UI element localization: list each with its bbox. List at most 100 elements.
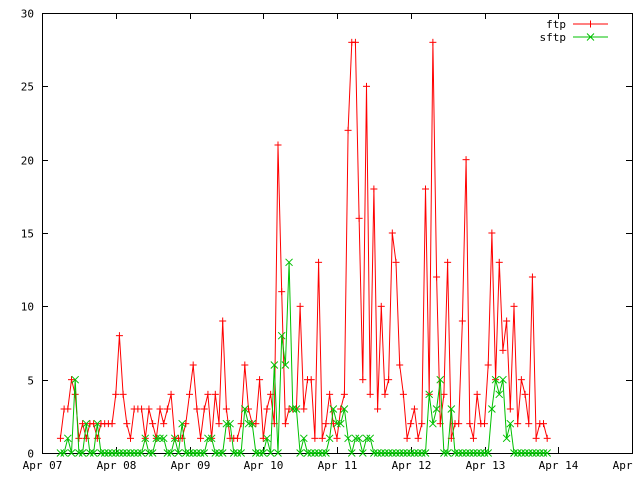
y-tick-label: 20	[21, 155, 34, 168]
data-point	[263, 434, 271, 443]
data-point	[488, 405, 496, 413]
data-point	[333, 419, 341, 428]
data-point	[78, 449, 87, 457]
data-point	[178, 419, 186, 428]
data-point	[311, 449, 319, 457]
data-point	[381, 449, 389, 457]
y-tick-label: 25	[21, 81, 34, 94]
data-point	[495, 390, 504, 399]
data-point	[384, 449, 393, 457]
data-point	[89, 449, 98, 457]
data-point	[410, 449, 419, 457]
x-tick-label: Apr 12	[392, 459, 432, 472]
data-point	[462, 449, 470, 457]
data-point	[170, 434, 179, 443]
data-point	[277, 331, 286, 340]
data-point	[122, 449, 131, 457]
data-point	[340, 405, 349, 413]
data-point	[373, 449, 382, 457]
data-point	[145, 449, 153, 457]
data-point	[255, 449, 264, 457]
data-point	[336, 419, 345, 428]
data-point	[480, 449, 489, 457]
data-point	[119, 449, 127, 457]
data-point	[351, 434, 360, 443]
data-point	[499, 375, 507, 384]
data-point	[141, 434, 150, 443]
data-point	[436, 375, 445, 384]
data-point	[517, 449, 526, 457]
data-point	[86, 449, 94, 457]
data-point	[285, 258, 293, 267]
data-point	[189, 449, 198, 457]
data-point	[403, 449, 411, 457]
data-point	[111, 449, 120, 457]
data-point	[513, 449, 522, 457]
data-point	[97, 449, 105, 457]
y-tick-label: 0	[27, 448, 34, 461]
data-point	[281, 361, 290, 369]
data-point	[252, 449, 260, 457]
x-tick-label: Apr 15	[613, 459, 640, 472]
data-point	[266, 449, 275, 457]
data-point	[71, 375, 80, 384]
data-point	[200, 449, 209, 457]
x-axis: Apr 07 Apr 08 Apr 09 Apr 10 Apr 11 Apr 12 Apr …	[23, 13, 640, 472]
data-point	[392, 449, 400, 457]
data-point	[233, 449, 242, 457]
x-tick-label: Apr 13	[466, 459, 506, 472]
data-point	[181, 449, 190, 457]
x-tick-label: Apr 14	[539, 459, 579, 472]
data-point	[377, 449, 386, 457]
data-point	[185, 449, 194, 457]
data-point	[318, 449, 327, 457]
data-point	[421, 449, 430, 457]
data-point	[259, 449, 268, 457]
data-point	[152, 434, 161, 443]
data-point	[303, 449, 312, 457]
data-point	[347, 449, 356, 457]
data-point	[543, 449, 552, 457]
data-point	[240, 405, 249, 413]
data-point	[586, 33, 595, 41]
data-point	[484, 449, 493, 457]
plot-frame	[42, 13, 633, 454]
data-point	[226, 419, 234, 428]
series-sftp	[56, 258, 552, 457]
series-ftp	[56, 38, 551, 442]
series-layer	[56, 38, 552, 457]
data-point	[137, 449, 146, 457]
data-point	[358, 449, 367, 457]
data-point	[196, 449, 205, 457]
data-point	[399, 449, 408, 457]
data-point	[237, 449, 245, 457]
data-point	[211, 449, 220, 457]
data-point	[395, 449, 404, 457]
data-point	[388, 449, 397, 457]
data-point	[193, 449, 201, 457]
data-point	[476, 449, 485, 457]
data-point	[447, 405, 456, 413]
data-point	[244, 419, 253, 428]
data-point	[218, 449, 227, 457]
x-tick-label: Apr 10	[244, 459, 284, 472]
data-point	[469, 449, 478, 457]
data-point	[458, 449, 467, 457]
data-point	[329, 405, 338, 413]
x-tick-label: Apr 07	[23, 459, 63, 472]
data-point	[355, 434, 363, 443]
data-point	[75, 449, 83, 457]
data-point	[159, 434, 168, 443]
data-point	[163, 449, 172, 457]
data-point	[414, 449, 422, 457]
data-point	[454, 449, 463, 457]
y-tick-label: 5	[27, 375, 34, 388]
data-point	[93, 419, 102, 428]
data-point	[440, 449, 448, 457]
y-axis: 0 5 10 15 20 25 30	[21, 8, 632, 461]
data-point	[148, 449, 157, 457]
data-point	[510, 449, 518, 457]
data-point	[465, 449, 474, 457]
data-point	[539, 449, 548, 457]
data-point	[174, 449, 183, 457]
